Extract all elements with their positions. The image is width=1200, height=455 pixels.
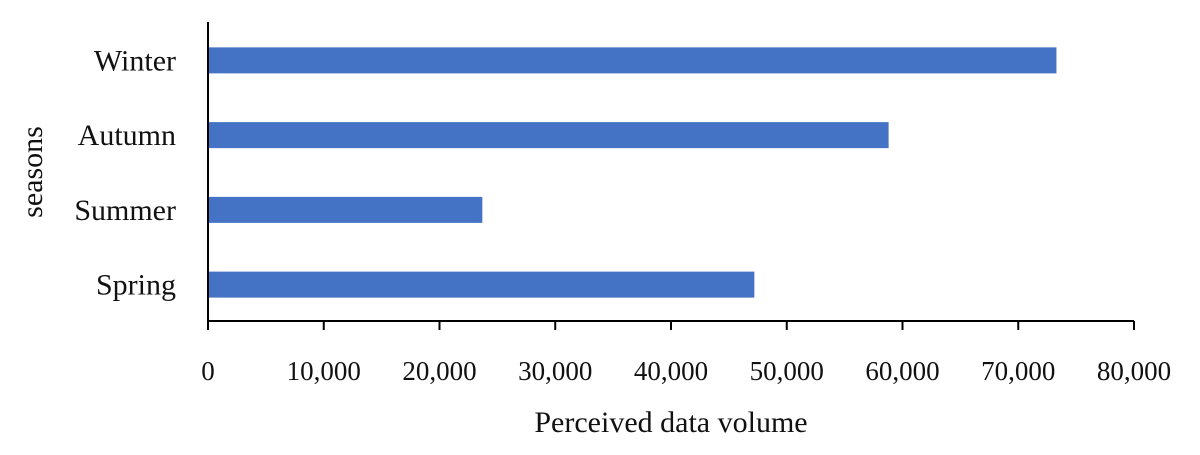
category-label-winter: Winter (94, 44, 176, 77)
bar-autumn (209, 122, 889, 149)
category-label-autumn: Autumn (78, 119, 176, 152)
category-label-spring: Spring (96, 269, 176, 302)
bar-summer (209, 196, 483, 223)
x-tick-label: 10,000 (287, 356, 361, 386)
bars-layer (209, 47, 1057, 298)
bar-winter (209, 47, 1057, 74)
bar-spring (209, 271, 755, 298)
x-axis-title: Perceived data volume (534, 406, 807, 439)
x-tick-label: 30,000 (518, 356, 592, 386)
x-tick-label: 70,000 (981, 356, 1055, 386)
y-axis-title: seasons (16, 126, 49, 218)
x-tick-label: 20,000 (402, 356, 476, 386)
x-tick-label: 80,000 (1097, 356, 1171, 386)
x-tick-label: 60,000 (865, 356, 939, 386)
category-label-summer: Summer (74, 194, 176, 227)
x-tick-label: 40,000 (634, 356, 708, 386)
x-ticks-layer: 0 10,000 20,000 30,000 40,000 50,000 60,000 70,… (201, 321, 1171, 386)
x-tick-label: 50,000 (750, 356, 824, 386)
x-tick-label: 0 (201, 356, 215, 386)
category-labels-layer: Spring Summer Autumn Winter (74, 44, 176, 301)
